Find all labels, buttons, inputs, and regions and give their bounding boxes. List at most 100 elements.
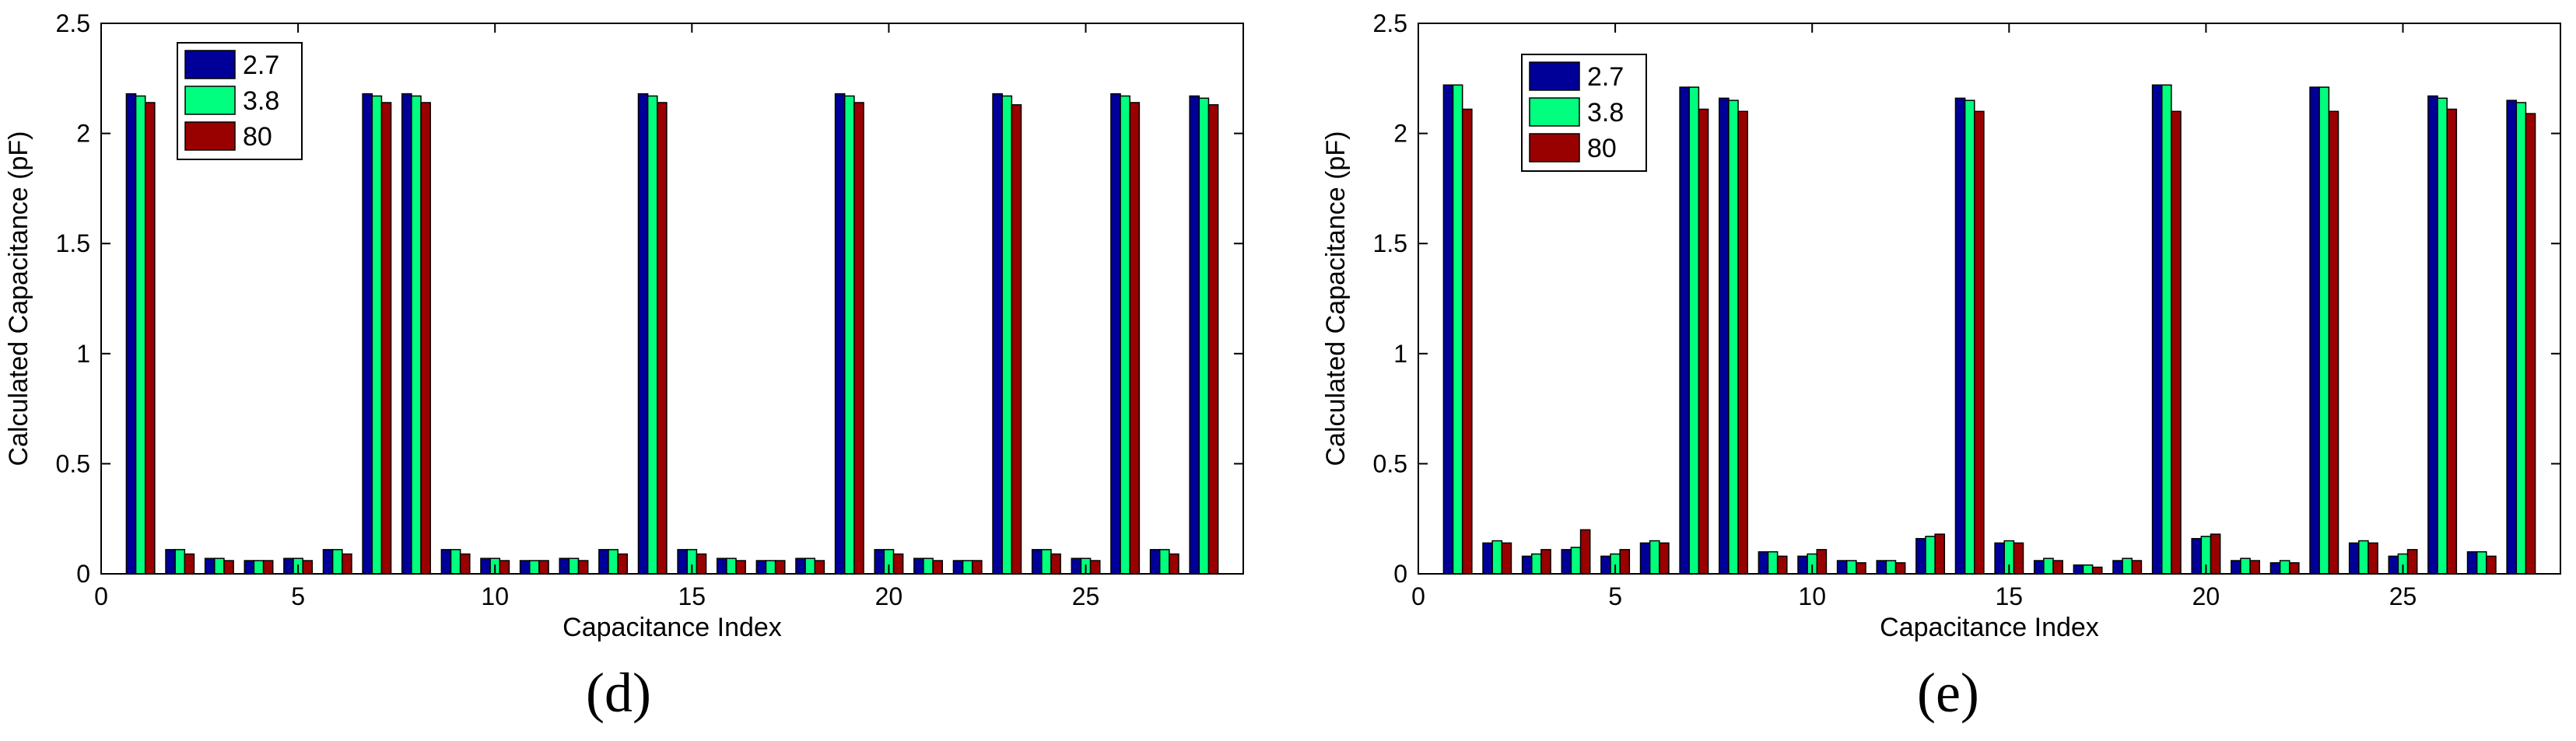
bar-2.7-17 — [2073, 564, 2084, 575]
x-tick-label: 0 — [94, 582, 108, 610]
bar-3.8-12 — [1885, 560, 1897, 575]
y-tick-label: 2 — [76, 120, 90, 148]
legend-swatch-2.7 — [1529, 61, 1580, 91]
bar-2.7-13 — [598, 549, 609, 575]
legend: 2.7 3.8 80 — [177, 42, 303, 160]
legend-label-80: 80 — [1587, 134, 1617, 163]
bar-2.7-23 — [992, 93, 1003, 575]
bar-2.7-18 — [2112, 560, 2123, 575]
bar-80-20 — [892, 553, 904, 575]
legend-label-3.8: 3.8 — [1587, 98, 1624, 128]
bar-2.7-2 — [165, 549, 176, 575]
bar-80-24 — [2367, 542, 2378, 575]
bar-80-17 — [774, 560, 786, 575]
bar-80-7 — [1698, 108, 1709, 575]
y-tick-label: 0.5 — [56, 449, 90, 477]
bar-2.7-27 — [2466, 551, 2478, 575]
bar-3.8-8 — [411, 95, 422, 575]
bar-80-3 — [223, 560, 234, 575]
bar-2.7-26 — [1110, 93, 1121, 575]
bar-2.7-3 — [204, 557, 216, 575]
bar-2.7-12 — [559, 557, 570, 575]
bar-2.7-4 — [244, 560, 255, 575]
panel-label-e: (e) — [1917, 662, 1979, 724]
bar-80-14 — [657, 102, 668, 575]
bar-2.7-6 — [1639, 542, 1651, 575]
bar-80-10 — [1816, 549, 1828, 575]
x-tick-label: 5 — [291, 582, 305, 610]
x-tick-label: 20 — [875, 582, 903, 610]
bar-3.8-6 — [331, 549, 343, 575]
bar-80-4 — [262, 560, 274, 575]
bar-2.7-13 — [1915, 537, 1926, 575]
bar-3.8-24 — [1041, 549, 1052, 575]
y-tick-label: 0 — [1393, 560, 1407, 588]
bar-2.7-9 — [440, 549, 452, 575]
bar-3.8-6 — [1649, 540, 1660, 575]
bar-3.8-3 — [214, 557, 225, 575]
bar-80-19 — [2171, 110, 2182, 575]
chart-panel-d: 0 5 10 15 20 25 0 0.5 1 1.5 2 2.5 Capacitance Index C… — [4, 9, 1244, 642]
panel-label-d: (d) — [586, 662, 651, 724]
x-tick-label: 25 — [1072, 582, 1100, 610]
bar-80-14 — [1974, 110, 1985, 575]
bar-3.8-28 — [2515, 102, 2527, 575]
bar-80-19 — [853, 102, 864, 575]
bar-3.8-14 — [1964, 100, 1975, 575]
y-axis-label: Calculated Capacitance (pF) — [4, 131, 33, 467]
bar-2.7-9 — [1758, 551, 1769, 575]
bar-2.7-27 — [1149, 549, 1161, 575]
axes-box — [1418, 23, 2561, 575]
legend-swatch-80 — [1529, 133, 1580, 163]
bar-80-12 — [577, 560, 589, 575]
x-tick-label: 20 — [2192, 582, 2220, 610]
bar-80-8 — [420, 102, 431, 575]
bar-3.8-26 — [1120, 95, 1130, 575]
bar-80-2 — [184, 553, 195, 575]
bar-2.7-24 — [1031, 549, 1043, 575]
bar-3.8-16 — [726, 557, 737, 575]
bar-3.8-12 — [568, 557, 580, 575]
bar-3.8-17 — [2082, 564, 2094, 575]
y-tick-label: 1.5 — [1373, 229, 1407, 257]
bar-3.8-1 — [135, 95, 146, 575]
bar-2.7-11 — [1836, 560, 1848, 575]
bar-3.8-14 — [647, 95, 658, 575]
legend-label-3.8: 3.8 — [243, 86, 279, 116]
bar-3.8-26 — [2437, 97, 2448, 575]
bar-3.8-4 — [1570, 547, 1582, 575]
bar-2.7-23 — [2309, 86, 2320, 575]
x-tick-label: 15 — [678, 582, 706, 610]
bar-80-22 — [971, 560, 983, 575]
bar-3.8-11 — [1846, 560, 1857, 575]
bar-3.8-2 — [1491, 540, 1503, 575]
bar-2.7-19 — [2151, 84, 2163, 575]
bar-3.8-21 — [2240, 557, 2251, 575]
bar-2.7-7 — [362, 93, 373, 575]
bar-3.8-27 — [2476, 551, 2487, 575]
bar-80-5 — [302, 560, 314, 575]
bar-80-16 — [735, 560, 746, 575]
bar-2.7-1 — [125, 93, 137, 575]
bar-2.7-7 — [1679, 86, 1691, 575]
bar-2.7-14 — [637, 93, 649, 575]
legend: 2.7 3.8 80 — [1521, 54, 1647, 172]
bar-80-26 — [2446, 108, 2458, 575]
bar-80-23 — [1011, 104, 1022, 575]
bar-2.7-15 — [1994, 542, 2005, 575]
bar-2.7-10 — [480, 557, 491, 575]
bar-3.8-18 — [2122, 557, 2133, 575]
bar-2.7-25 — [1071, 557, 1082, 575]
bar-2.7-18 — [795, 557, 806, 575]
y-tick-label: 2.5 — [56, 9, 90, 37]
bar-80-25 — [1089, 560, 1101, 575]
bar-3.8-1 — [1452, 84, 1463, 575]
bar-3.8-13 — [1925, 536, 1936, 575]
x-axis-label: Capacitance Index — [563, 613, 782, 642]
bars-group — [125, 93, 1219, 575]
bar-3.8-7 — [371, 95, 383, 575]
bar-3.8-21 — [923, 557, 934, 575]
bar-80-15 — [696, 553, 707, 575]
x-axis-label: Capacitance Index — [1880, 613, 2099, 642]
bar-80-16 — [2052, 560, 2063, 575]
